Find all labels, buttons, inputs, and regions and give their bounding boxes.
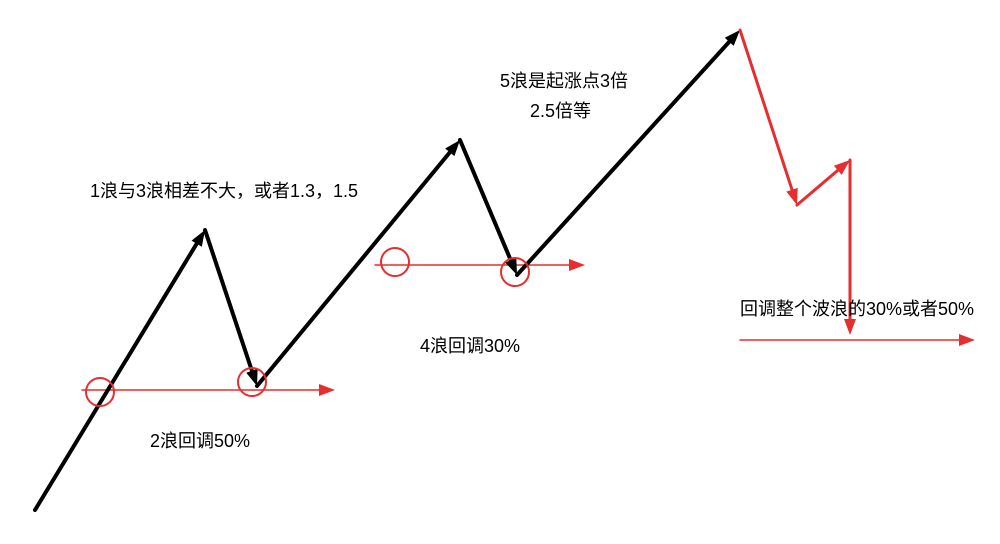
- anno-wave5b: 2.5倍等: [530, 100, 591, 123]
- anno-correction: 回调整个波浪的30%或者50%: [740, 298, 974, 321]
- anno-wave2: 2浪回调50%: [150, 430, 250, 453]
- anno-wave4: 4浪回调30%: [420, 335, 520, 358]
- anno-wave5a: 5浪是起涨点3倍: [500, 70, 628, 93]
- anno-wave1-3: 1浪与3浪相差不大，或者1.3，1.5: [90, 180, 358, 203]
